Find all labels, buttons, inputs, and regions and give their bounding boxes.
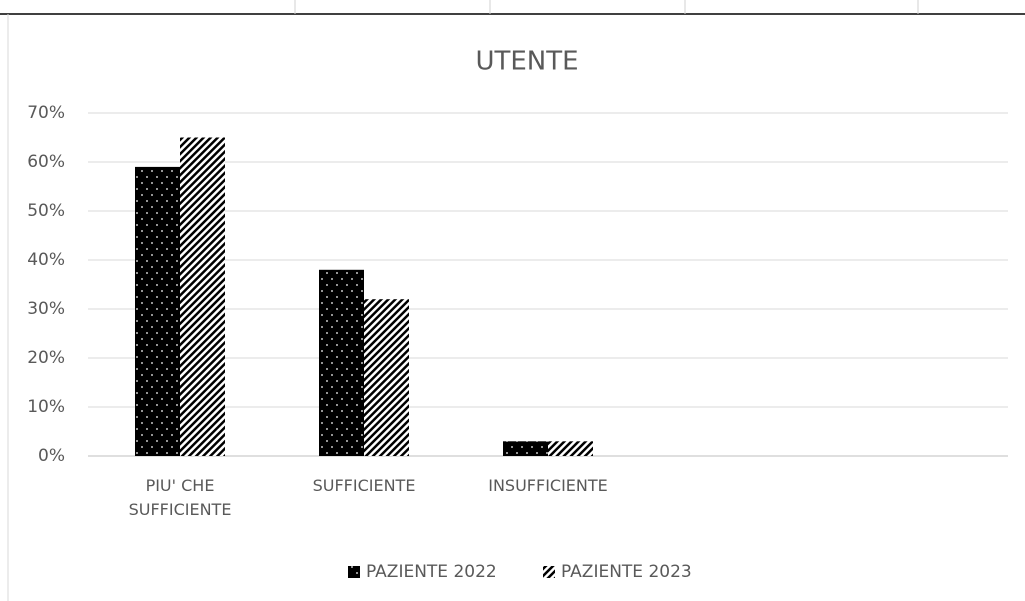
legend-marker — [348, 566, 360, 578]
x-tick-label: SUFFICIENTE — [312, 476, 416, 495]
chart-title: UTENTE — [475, 47, 578, 77]
y-tick-label: 40% — [27, 250, 65, 270]
y-tick-label: 60% — [27, 152, 65, 172]
legend-label: PAZIENTE 2022 — [366, 562, 497, 582]
bar — [548, 441, 593, 456]
x-tick-label-box: PIU' CHE SUFFICIENTE — [128, 476, 232, 519]
legend-label: PAZIENTE 2023 — [561, 562, 692, 582]
y-tick-label: 20% — [27, 348, 65, 368]
x-tick-label: PIU' CHE SUFFICIENTE — [128, 476, 232, 519]
bar — [319, 269, 364, 456]
bar — [364, 299, 409, 456]
legend-marker — [543, 566, 555, 578]
x-tick-label-box: SUFFICIENTE — [312, 476, 416, 495]
y-tick-label: 30% — [27, 299, 65, 319]
y-tick-label: 0% — [38, 446, 65, 466]
y-tick-label: 70% — [27, 103, 65, 123]
y-tick-label: 50% — [27, 201, 65, 221]
x-tick-label-box: INSUFFICIENTE — [488, 476, 608, 495]
bar — [503, 441, 548, 456]
x-tick-label: INSUFFICIENTE — [488, 476, 608, 495]
bar — [180, 137, 225, 456]
bar — [135, 166, 180, 456]
y-tick-label: 10% — [27, 397, 65, 417]
